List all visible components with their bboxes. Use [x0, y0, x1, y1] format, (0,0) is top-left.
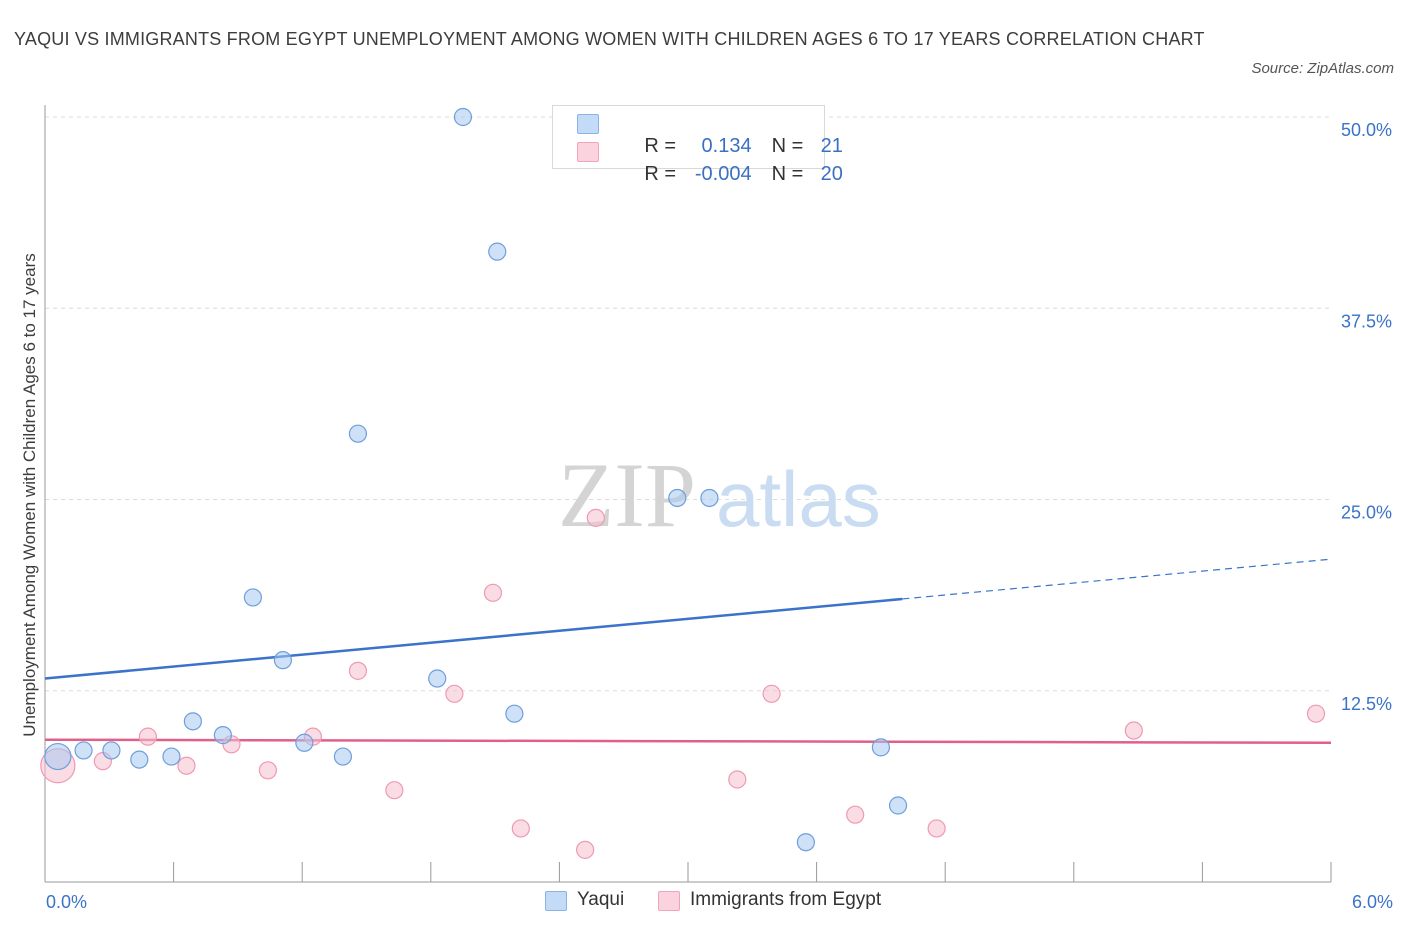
data-point: [74, 741, 93, 760]
legend-n-label: N =: [771, 135, 809, 157]
y-tick-label: 25.0%: [1341, 503, 1392, 523]
y-tick-label: 37.5%: [1341, 311, 1392, 331]
data-point: [130, 750, 149, 769]
data-point: [576, 840, 595, 859]
chart-title: YAQUI VS IMMIGRANTS FROM EGYPT UNEMPLOYM…: [14, 29, 1205, 49]
data-point: [348, 424, 368, 443]
data-point: [102, 741, 121, 760]
x-tick-label: 0.0%: [46, 892, 87, 912]
correlation-legend: R = 0.134 N = 21 R = -0.004 N = 20: [552, 105, 843, 185]
source-label: Source: ZipAtlas.com: [1251, 60, 1394, 77]
data-point: [1124, 721, 1143, 740]
data-point: [385, 781, 404, 800]
data-point: [213, 726, 232, 745]
legend-n-value: 21: [820, 135, 843, 157]
legend-r-label: R =: [644, 163, 682, 185]
bottom-legend-label-yaqui: Yaqui: [577, 889, 625, 910]
data-point: [1306, 704, 1326, 723]
y-tick-label: 12.5%: [1341, 694, 1392, 714]
data-point: [177, 756, 196, 775]
legend-r-value: -0.004: [694, 163, 752, 185]
legend-swatch-yaqui: [577, 114, 599, 134]
watermark-atlas: atlas: [716, 455, 881, 543]
data-point: [138, 727, 157, 746]
legend-n-label: N =: [771, 163, 809, 185]
data-point: [243, 588, 263, 607]
data-points: [40, 107, 1326, 859]
x-tick-label: 6.0%: [1352, 892, 1393, 912]
data-point: [511, 819, 530, 838]
data-point: [888, 796, 908, 815]
bottom-legend-label-egypt: Immigrants from Egypt: [690, 889, 882, 910]
y-axis-label: Unemployment Among Women with Children A…: [20, 253, 39, 737]
data-point: [505, 704, 524, 723]
bottom-legend-swatch-yaqui: [545, 891, 567, 911]
data-point: [295, 733, 314, 752]
data-point: [488, 242, 507, 261]
legend-r-value: 0.134: [701, 135, 752, 157]
trend-line-extension: [902, 558, 1332, 600]
legend-n-value: 20: [820, 163, 843, 185]
data-point: [700, 488, 719, 508]
data-point: [483, 583, 503, 602]
tick-labels: 12.5% 25.0% 37.5% 50.0% 0.0% 6.0%: [46, 120, 1393, 912]
data-point: [728, 770, 747, 789]
legend-r-label: R =: [644, 135, 682, 157]
data-point: [796, 833, 815, 852]
y-tick-label: 50.0%: [1341, 120, 1392, 140]
data-point: [258, 761, 278, 780]
data-point: [428, 669, 447, 688]
watermark: ZIP atlas: [558, 444, 881, 546]
legend-swatch-egypt: [577, 142, 599, 162]
trend-line: [44, 597, 903, 680]
data-point: [668, 488, 687, 508]
data-point: [762, 684, 781, 703]
data-point: [871, 738, 891, 757]
data-point: [453, 107, 473, 127]
data-point: [586, 508, 605, 527]
data-point: [183, 712, 202, 731]
data-point: [445, 684, 464, 703]
data-point: [348, 661, 368, 680]
trend-lines: [44, 558, 1332, 745]
data-point: [333, 747, 353, 766]
data-point: [162, 747, 181, 766]
data-point: [44, 742, 72, 771]
bottom-legend-swatch-egypt: [658, 891, 680, 911]
trend-line: [44, 738, 1332, 745]
data-point: [273, 651, 293, 670]
data-point: [846, 805, 865, 824]
data-point: [927, 819, 946, 838]
